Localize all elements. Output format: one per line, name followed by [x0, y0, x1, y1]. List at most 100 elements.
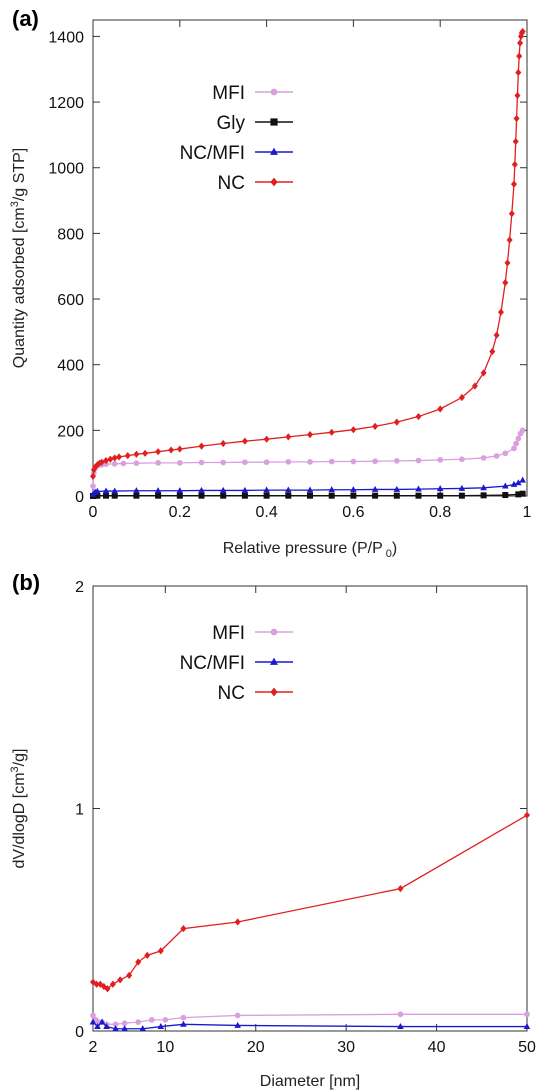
data-point-nc: [104, 985, 111, 993]
data-point-nc: [124, 452, 131, 460]
data-point-nc: [393, 418, 400, 426]
y-tick-label: 1200: [48, 95, 84, 112]
data-point-mfi: [513, 440, 520, 447]
data-point-mfi: [133, 460, 140, 467]
data-point-nc: [514, 91, 521, 100]
data-point-nc-mfi: [241, 486, 249, 493]
legend-marker-nc: [270, 177, 278, 187]
data-point-mfi: [328, 458, 335, 465]
y-axis-title: Quantity adsorbed [cm3/g STP]: [9, 148, 28, 368]
legend-label-gly: Gly: [217, 113, 246, 134]
data-point-gly: [350, 492, 357, 499]
data-point-gly: [458, 492, 465, 499]
data-point-nc-mfi: [519, 476, 526, 483]
data-point-mfi: [515, 435, 522, 442]
data-point-nc-mfi: [121, 1025, 128, 1032]
data-point-nc: [508, 210, 515, 218]
data-point-mfi: [103, 461, 109, 468]
data-point-nc: [176, 445, 183, 453]
data-point-nc: [241, 437, 248, 445]
data-point-mfi: [350, 458, 357, 465]
data-point-mfi: [263, 459, 270, 466]
data-point-nc-mfi: [103, 1022, 110, 1029]
chart-panel-a: 0 0.2 0.4 0.6 0.8 1 0 200 400 600 800 1000 1200 1400 R…: [9, 19, 532, 560]
data-point-gly: [415, 492, 422, 499]
data-point-nc: [144, 951, 151, 959]
data-point-nc-mfi: [371, 485, 379, 492]
data-point-nc-mfi: [458, 484, 466, 491]
data-point-mfi: [372, 458, 378, 465]
data-point-gly: [103, 492, 110, 499]
data-point-nc-mfi: [102, 487, 110, 494]
x-axis-title: Relative pressure (P/P 0): [223, 540, 398, 560]
data-point-nc: [103, 456, 110, 465]
data-point-nc: [502, 279, 509, 287]
data-point-nc: [133, 450, 140, 458]
series-nc: [90, 27, 526, 480]
data-point-mfi: [135, 1019, 142, 1025]
panel-b-label: (b): [12, 570, 41, 595]
data-point-mfi: [155, 459, 161, 466]
data-point-nc: [516, 52, 523, 60]
x-tick-label: 0.6: [342, 504, 364, 521]
y-tick-label: 600: [57, 292, 84, 309]
data-point-nc: [307, 431, 313, 439]
data-point-nc: [511, 160, 518, 169]
data-point-gly: [502, 492, 509, 499]
series-line-nc: [92, 814, 528, 990]
data-point-mfi: [180, 1014, 187, 1021]
series-nc: [90, 811, 530, 993]
data-point-nc-mfi: [523, 1022, 531, 1029]
legend-marker-gly: [270, 118, 278, 126]
data-point-nc-mfi: [306, 486, 314, 493]
data-point-nc: [126, 971, 133, 979]
legend-label-nc: NC: [218, 683, 245, 704]
data-point-nc-mfi: [263, 486, 270, 493]
data-point-nc-mfi: [198, 486, 205, 493]
data-point-nc: [458, 393, 465, 402]
data-point-nc: [506, 236, 513, 244]
y-tick-label: 400: [57, 358, 84, 375]
data-point-nc: [234, 918, 241, 926]
legend-label-nc: NC: [218, 173, 245, 194]
data-point-nc: [519, 27, 526, 36]
x-tick-label: 10: [156, 1039, 174, 1056]
data-point-gly: [437, 492, 444, 499]
data-point-mfi: [242, 459, 248, 466]
data-point-gly: [372, 492, 379, 499]
data-point-nc: [98, 458, 105, 466]
data-point-nc: [168, 446, 175, 454]
data-point-nc-mfi: [111, 487, 118, 494]
data-point-mfi: [198, 459, 205, 466]
data-point-gly: [94, 492, 101, 499]
data-point-mfi: [234, 1012, 241, 1019]
data-point-mfi: [493, 453, 500, 459]
y-axis-title: dV/dlogD [cm3/g]: [9, 749, 28, 869]
data-point-mfi: [524, 1011, 530, 1018]
data-point-mfi: [220, 459, 227, 466]
data-point-nc: [93, 980, 100, 988]
data-point-nc: [512, 137, 519, 146]
data-point-nc: [480, 369, 487, 377]
series-line-nc: [92, 31, 524, 477]
data-point-nc: [111, 454, 118, 462]
data-point-nc: [504, 259, 511, 267]
data-point-mfi: [307, 459, 313, 465]
data-point-gly: [328, 492, 335, 499]
data-point-nc: [198, 442, 205, 450]
legend-label-mfi: MFI: [212, 83, 245, 104]
data-point-mfi: [90, 1012, 96, 1019]
x-tick-label: 1: [523, 504, 532, 521]
data-point-nc: [135, 958, 142, 966]
data-point-gly: [241, 492, 248, 499]
data-point-nc: [90, 472, 96, 480]
data-point-nc-mfi: [112, 1025, 119, 1032]
data-point-nc-mfi: [415, 485, 422, 492]
x-tick-label: 0: [89, 504, 98, 521]
data-point-nc: [285, 433, 292, 441]
data-point-nc-mfi: [176, 487, 184, 494]
data-point-nc: [116, 453, 123, 461]
data-point-nc: [157, 947, 164, 955]
data-point-gly: [155, 492, 162, 499]
